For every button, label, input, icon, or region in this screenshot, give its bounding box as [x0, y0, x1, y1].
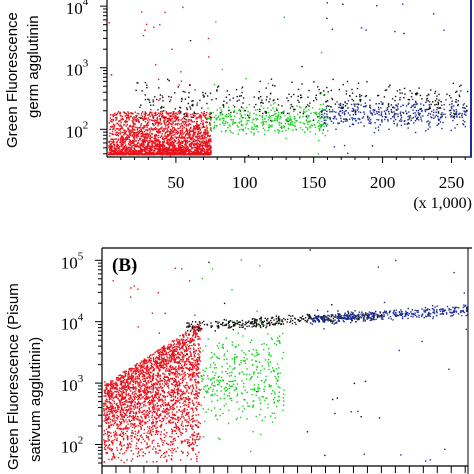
y-tick-label: 104 [61, 312, 84, 334]
series-red [103, 266, 202, 467]
panel-b-points [103, 249, 469, 467]
panel-b-ylabel-line-1: Green Fluorescence (Pisum [5, 283, 22, 470]
series-blue [311, 259, 469, 462]
panel-b: 102 103 104 105 (B) Green Fluorescence (Pis… [5, 247, 472, 474]
panel-a-x-unit-label: (x 1,000) [413, 195, 472, 212]
panel-a-ylabel-line-2: germ agglutinin [25, 15, 42, 118]
y-tick-label: 102 [61, 435, 84, 457]
panel-b-x-ticks [115, 466, 466, 473]
x-tick-label: 200 [370, 173, 396, 192]
x-tick-label: 50 [167, 173, 184, 192]
panel-b-ylabel-line-2: sativum agglutinin) [27, 337, 44, 462]
panel-b-y-ticks: 102 103 104 105 [61, 250, 102, 464]
series-blue [321, 2, 468, 155]
series-green [200, 259, 285, 453]
series-black [135, 3, 469, 157]
x-tick-label: 250 [439, 173, 465, 192]
series-green [206, 16, 329, 155]
y-tick-label: 105 [61, 250, 84, 272]
panel-a: 50 100 150 200 250 102 103 104 Green Fluoresce… [4, 0, 472, 212]
panel-a-y-ticks: 102 103 104 [66, 0, 107, 155]
y-tick-label: 104 [66, 0, 89, 18]
x-tick-label: 100 [232, 173, 258, 192]
panel-a-x-ticks: 50 100 150 200 250 [120, 157, 466, 192]
panel-a-points [108, 2, 469, 157]
y-tick-label: 103 [61, 373, 84, 395]
panel-a-ylabel-line-1: Green Fluorescence [4, 12, 21, 148]
panel-b-letter: (B) [112, 255, 137, 276]
y-tick-label: 103 [66, 58, 89, 80]
y-tick-label: 102 [66, 119, 89, 141]
series-black [186, 249, 383, 457]
series-red [108, 6, 212, 157]
x-tick-label: 150 [301, 173, 327, 192]
